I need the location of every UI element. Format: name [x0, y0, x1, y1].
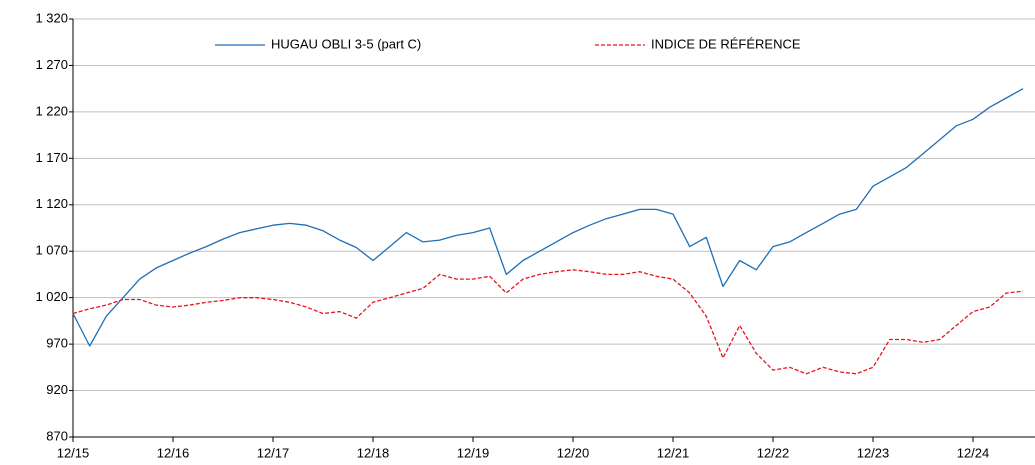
- x-tick-label: 12/24: [957, 445, 990, 460]
- y-tick-label: 1 020: [35, 289, 68, 304]
- legend-label: HUGAU OBLI 3-5 (part C): [271, 36, 421, 51]
- y-tick-label: 920: [46, 382, 68, 397]
- x-tick-label: 12/19: [457, 445, 490, 460]
- y-tick-label: 870: [46, 428, 68, 443]
- y-tick-label: 1 070: [35, 243, 68, 258]
- x-tick-label: 12/23: [857, 445, 890, 460]
- series-line: [72, 269, 1024, 375]
- x-tick-label: 12/22: [757, 445, 790, 460]
- y-tick-label: 1 270: [35, 57, 68, 72]
- y-tick-label: 1 120: [35, 196, 68, 211]
- y-tick-label: 970: [46, 336, 68, 351]
- x-tick-label: 12/20: [557, 445, 590, 460]
- x-tick-label: 12/16: [157, 445, 190, 460]
- x-tick-label: 12/17: [257, 445, 290, 460]
- y-tick-label: 1 220: [35, 103, 68, 118]
- y-tick-label: 1 170: [35, 150, 68, 165]
- legend-label: INDICE DE RÉFÉRENCE: [651, 36, 801, 51]
- x-tick-label: 12/21: [657, 445, 690, 460]
- x-tick-label: 12/18: [357, 445, 390, 460]
- series-line: [72, 88, 1024, 347]
- x-tick-label: 12/15: [57, 445, 90, 460]
- y-tick-label: 1 320: [35, 10, 68, 25]
